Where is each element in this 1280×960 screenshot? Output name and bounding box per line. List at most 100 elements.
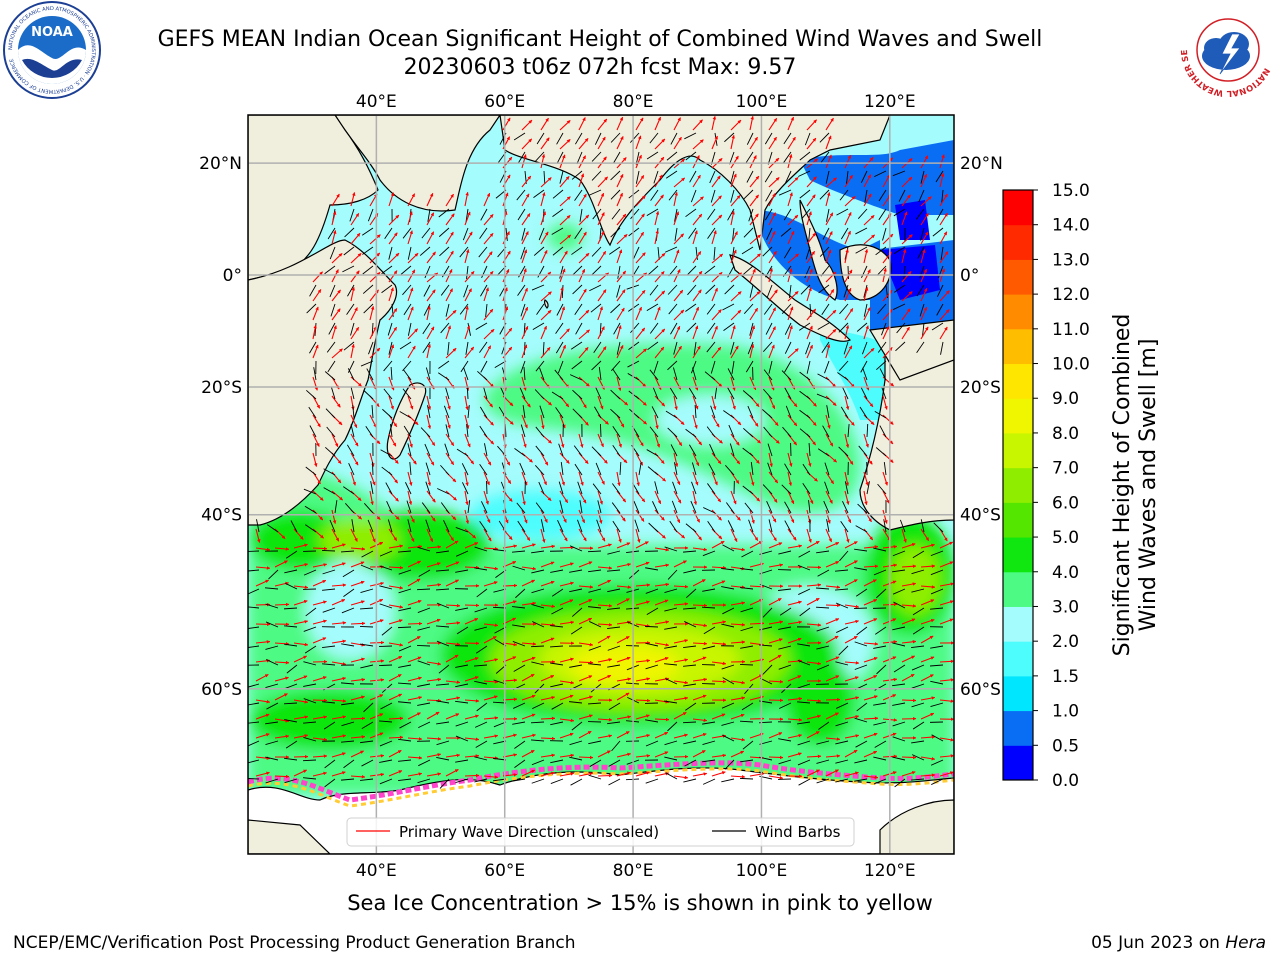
wave-direction-arrow — [578, 214, 590, 226]
wind-barb — [419, 246, 431, 256]
wave-direction-arrow — [730, 471, 740, 484]
wave-direction-arrow — [920, 287, 928, 302]
wave-direction-arrow — [464, 249, 470, 264]
wave-direction-arrow — [312, 289, 322, 302]
wave-direction-arrow — [768, 376, 775, 391]
wave-direction-arrow — [749, 344, 755, 359]
wave-direction-arrow — [787, 291, 799, 302]
wave-direction-arrow — [901, 249, 907, 264]
wave-direction-arrow — [844, 345, 853, 359]
wave-direction-arrow — [692, 395, 699, 410]
wind-barb — [591, 170, 602, 181]
wind-barb — [613, 322, 621, 335]
sea-ice-edge-yellow — [248, 767, 954, 808]
wind-barb — [309, 284, 317, 297]
footer-date-text: 05 Jun 2023 on — [1091, 933, 1226, 953]
colorbar-segment-12 — [1003, 328, 1033, 365]
wave-direction-arrow — [863, 214, 875, 226]
noaa-logo-text: NOAA — [31, 25, 73, 40]
wind-barb — [739, 663, 754, 666]
wind-barb — [523, 341, 526, 356]
wind-barb — [461, 463, 469, 476]
wave-direction-arrow — [939, 309, 950, 321]
wave-direction-arrow — [635, 213, 645, 226]
wave-direction-arrow — [597, 471, 605, 485]
wave-direction-arrow — [635, 195, 646, 207]
wind-barb — [437, 488, 450, 495]
wave-direction-arrow — [939, 154, 945, 169]
wind-barb — [727, 368, 735, 381]
wind-barb — [555, 341, 564, 354]
wind-barb — [327, 360, 336, 373]
wind-barb — [437, 372, 450, 381]
wind-barb — [352, 405, 355, 419]
wave-direction-arrow — [711, 309, 722, 321]
wave-direction-arrow — [787, 471, 793, 487]
wave-direction-arrow — [312, 324, 317, 340]
wind-barb — [767, 462, 773, 476]
chart-title: GEFS MEAN Indian Ocean Significant Heigh… — [157, 27, 1043, 52]
wind-barb — [741, 246, 754, 255]
wind-barb — [896, 322, 906, 334]
wave-direction-arrow — [882, 490, 890, 504]
wind-barb — [363, 303, 374, 314]
wind-barb — [861, 265, 868, 278]
wave-direction-arrow — [787, 452, 793, 467]
wind-barb — [439, 246, 450, 257]
wave-direction-arrow — [521, 490, 526, 506]
wind-barb — [798, 170, 811, 177]
wave-direction-arrow — [806, 194, 816, 207]
wave-direction-arrow — [312, 395, 321, 409]
wave-direction-arrow — [863, 307, 871, 321]
wave-direction-arrow — [388, 376, 395, 391]
wind-barb — [323, 487, 336, 495]
wave-direction-arrow — [350, 326, 360, 340]
wave-direction-arrow — [521, 306, 529, 321]
wind-barb — [424, 265, 431, 279]
lat-tick-right-3: 40°S — [960, 506, 1001, 526]
wave-direction-arrow — [540, 325, 547, 340]
wind-barb — [762, 341, 773, 352]
wave-direction-arrow — [730, 345, 739, 359]
wind-barb — [594, 406, 602, 419]
wave-direction-arrow — [882, 174, 891, 188]
wind-barb — [306, 303, 317, 314]
wind-barb — [763, 388, 773, 400]
wind-barb — [520, 360, 526, 374]
wave-direction-arrow — [388, 326, 398, 340]
wave-direction-arrow — [806, 176, 817, 188]
wind-barb — [673, 462, 678, 476]
wave-direction-arrow — [407, 230, 413, 245]
wave-direction-arrow — [787, 136, 796, 150]
wind-barb — [557, 360, 564, 374]
wave-direction-arrow — [863, 452, 873, 465]
wind-barb — [892, 170, 906, 177]
wave-direction-arrow — [730, 395, 736, 410]
wave-direction-arrow — [578, 173, 585, 188]
wave-direction-arrow — [407, 345, 416, 359]
wave-direction-arrow — [825, 154, 832, 169]
wave-direction-arrow — [844, 395, 850, 410]
wind-barb — [804, 132, 811, 146]
wave-direction-arrow — [312, 546, 328, 551]
lon-tick-top-3: 100°E — [736, 92, 788, 112]
wind-barb — [610, 227, 621, 238]
wind-barb — [858, 445, 868, 457]
wave-direction-arrow — [806, 452, 812, 467]
wind-barb — [480, 208, 488, 221]
wind-barb — [572, 265, 583, 276]
wind-barb — [463, 367, 469, 381]
wind-barb — [520, 424, 526, 438]
wave-direction-arrow — [426, 289, 436, 302]
lon-tick-bottom-3: 100°E — [736, 861, 788, 881]
wave-direction-arrow — [616, 192, 623, 207]
wave-direction-arrow — [426, 395, 432, 410]
wave-direction-arrow — [578, 755, 594, 760]
wind-barb — [687, 284, 697, 296]
wind-barb — [349, 208, 355, 222]
wave-direction-arrow — [426, 305, 431, 321]
wave-direction-arrow — [673, 490, 682, 504]
wind-barb — [767, 443, 773, 457]
wave-direction-arrow — [540, 250, 548, 264]
wave-direction-arrow — [825, 212, 834, 226]
